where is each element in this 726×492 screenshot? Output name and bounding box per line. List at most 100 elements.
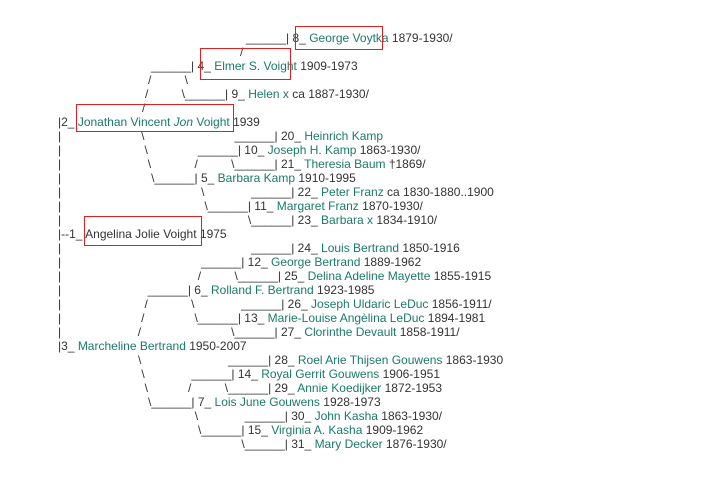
tree-line: |--1_ Angelina Jolie Voight 1975 [58, 227, 227, 241]
tree-line: \ ______| 30_ John Kasha 1863-1930/ [58, 409, 442, 423]
tree-line: | \______| 11_ Margaret Franz 1870-1930/ [58, 199, 423, 213]
tree-connector: / [142, 101, 146, 115]
person-dates: 1870-1930/ [358, 199, 423, 213]
person-link-28[interactable]: Roel Arie Thijsen Gouwens [297, 353, 443, 367]
person-dates: 1950-2007 [185, 339, 247, 353]
tree-connector: \______| 15_ [58, 423, 272, 437]
tree-line: \ ______| 14_ Royal Gerrit Gouwens 1906-… [58, 367, 440, 381]
tree-line: | / \______| 25_ Delina Adeline Mayette … [58, 269, 491, 283]
person-dates: 1894-1981 [424, 311, 486, 325]
tree-connector: / \ [148, 73, 189, 87]
tree-connector: | / \______| 25_ [58, 269, 308, 283]
person-dates: 1928-1973 [319, 395, 381, 409]
person-dates: 1939 [229, 115, 260, 129]
tree-connector: \ ______| 30_ [58, 409, 315, 423]
person-link-11[interactable]: Margaret Franz [276, 199, 359, 213]
person-dates: 1834-1910/ [373, 213, 438, 227]
person-link-31[interactable]: Mary Decker [314, 437, 383, 451]
tree-line: \______| 15_ Virginia A. Kasha 1909-1962 [58, 423, 423, 437]
tree-line: / [240, 45, 243, 59]
person-dates: 1856-1911/ [428, 297, 492, 311]
tree-line: | / \ ______| 26_ Joseph Uldaric LeDuc 1… [58, 297, 492, 311]
tree-line: | \ ______| 20_ Heinrich Kamp [58, 129, 383, 143]
person-name-1: Angelina Jolie Voight [85, 227, 197, 241]
tree-line: ______| 4_ Elmer S. Voight 1909-1973 [151, 59, 358, 73]
person-link-30[interactable]: John Kasha [314, 409, 378, 423]
tree-connector: | \______| 5_ [58, 171, 218, 185]
highlight-box-jonathan-voight [76, 104, 234, 132]
person-dates: 1910-1995 [295, 171, 356, 185]
tree-connector: | \______| 11_ [58, 199, 277, 213]
highlight-box-angelina-jolie [84, 216, 202, 246]
person-link-9[interactable]: Helen x [248, 87, 289, 101]
person-link-7[interactable]: Lois June Gouwens [214, 395, 320, 409]
tree-line: | \______| 5_ Barbara Kamp 1910-1995 [58, 171, 356, 185]
person-link-5[interactable]: Barbara Kamp [217, 171, 296, 185]
person-dates: †1869/ [385, 157, 426, 171]
person-link-4[interactable]: Elmer S. Voight [214, 59, 297, 73]
person-link-22[interactable]: Peter Franz [321, 185, 384, 199]
tree-connector: \ ______| 14_ [58, 367, 262, 381]
tree-line: / \ [148, 73, 188, 87]
person-dates: 1889-1962 [360, 255, 422, 269]
tree-line: \______| 31_ Mary Decker 1876-1930/ [58, 437, 447, 451]
tree-connector: | / \ ______| 26_ [58, 297, 312, 311]
tree-connector: | / \______| 27_ [58, 325, 305, 339]
person-link-10[interactable]: Joseph H. Kamp [267, 143, 357, 157]
tree-line: | / \______| 13_ Marie-Louise Angèlina L… [58, 311, 485, 325]
person-dates: 1858-1911/ [396, 325, 460, 339]
person-dates: 1855-1915 [430, 269, 492, 283]
tree-line: | \______| 23_ Barbara x 1834-1910/ [58, 213, 437, 227]
person-dates: 1906-1951 [379, 367, 440, 381]
tree-connector: | ______| 6_ [58, 283, 211, 297]
person-link-12[interactable]: George Bertrand [271, 255, 361, 269]
tree-connector: | \ ______| 10_ [58, 143, 268, 157]
person-link-14[interactable]: Royal Gerrit Gouwens [261, 367, 380, 381]
tree-line: | \ / \______| 21_ Theresia Baum †1869/ [58, 157, 426, 171]
tree-line: / \______| 9_ Helen x ca 1887-1930/ [145, 87, 369, 101]
tree-line: | ______| 6_ Rolland F. Bertrand 1923-19… [58, 283, 374, 297]
person-link-23[interactable]: Barbara x [321, 213, 374, 227]
person-link-8[interactable]: George Voytka [309, 31, 389, 45]
tree-connector: |3_ [58, 339, 78, 353]
person-dates: ca 1830-1880..1900 [383, 185, 494, 199]
person-dates: 1863-1930/ [377, 409, 443, 423]
person-link-27[interactable]: Clorinthe Devault [304, 325, 397, 339]
person-dates: 1872-1953 [381, 381, 443, 395]
person-link-21[interactable]: Theresia Baum [304, 157, 386, 171]
tree-connector: \ ______| 28_ [58, 353, 298, 367]
person-dates: ca 1887-1930/ [288, 87, 369, 101]
person-link-29[interactable]: Annie Koedijker [297, 381, 382, 395]
person-link-6[interactable]: Rolland F. Bertrand [210, 283, 314, 297]
person-link-25[interactable]: Delina Adeline Mayette [307, 269, 431, 283]
tree-connector: | ______| 24_ [58, 241, 322, 255]
tree-connector: \______| 7_ [58, 395, 215, 409]
tree-line: |2_ Jonathan Vincent Jon Voight 1939 [58, 115, 260, 129]
person-dates: 1876-1930/ [382, 437, 447, 451]
person-link-20[interactable]: Heinrich Kamp [304, 129, 384, 143]
person-dates: 1975 [196, 227, 227, 241]
tree-line: | ______| 12_ George Bertrand 1889-1962 [58, 255, 421, 269]
person-dates: 1879-1930/ [388, 31, 453, 45]
person-link-3[interactable]: Marcheline Bertrand [77, 339, 186, 353]
tree-connector: |--1_ [58, 227, 86, 241]
tree-line: |3_ Marcheline Bertrand 1950-2007 [58, 339, 247, 353]
tree-connector: | \ ______| 22_ [58, 185, 322, 199]
person-dates: 1923-1985 [313, 283, 375, 297]
tree-line: | ______| 24_ Louis Bertrand 1850-1916 [58, 241, 460, 255]
person-link-15[interactable]: Virginia A. Kasha [271, 423, 363, 437]
person-link-24[interactable]: Louis Bertrand [321, 241, 400, 255]
highlight-box-elmer-voight [200, 48, 291, 80]
person-dates: 1909-1962 [362, 423, 424, 437]
highlight-box-george-voytka [295, 26, 383, 50]
person-link-26[interactable]: Joseph Uldaric LeDuc [311, 297, 429, 311]
person-dates: 1863-1930 [442, 353, 504, 367]
tree-connector: \______| 31_ [58, 437, 315, 451]
tree-connector: \ / \______| 29_ [58, 381, 298, 395]
tree-connector: | / \______| 13_ [58, 311, 268, 325]
person-link-2[interactable]: Jonathan Vincent Jon Voight [77, 115, 230, 129]
tree-line: \ ______| 28_ Roel Arie Thijsen Gouwens … [58, 353, 503, 367]
person-link-13[interactable]: Marie-Louise Angèlina LeDuc [267, 311, 425, 325]
tree-line: | / \______| 27_ Clorinthe Devault 1858-… [58, 325, 460, 339]
